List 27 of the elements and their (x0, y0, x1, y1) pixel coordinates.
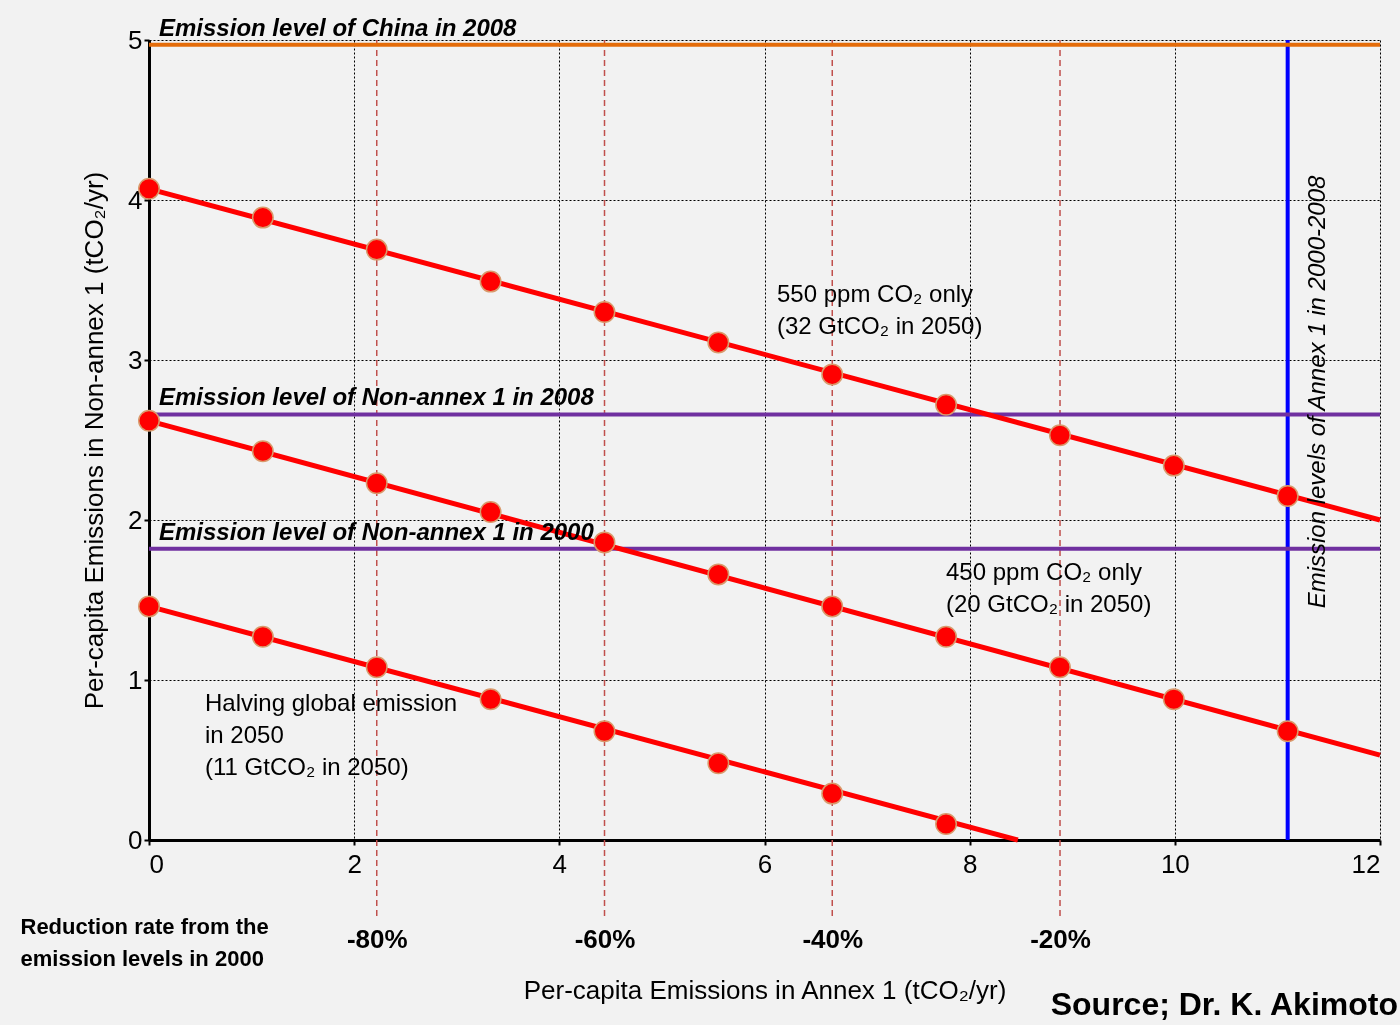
x-tick-label: 4 (552, 848, 568, 879)
x-axis-title: Per-capita Emissions in Annex 1 (tCO₂/yr) (523, 974, 1007, 1005)
ref-line-label: Emission level of China in 2008 (159, 13, 518, 41)
y-tick-label: 1 (128, 664, 143, 695)
y-axis-title: Per-capita Emissions in Non-annex 1 (tCO₂/yr) (79, 171, 110, 710)
ref-line-label: Emission level of Non-annex 1 in 2008 (159, 383, 595, 411)
x-tick-label: 6 (757, 848, 773, 879)
y-tick-label: 2 (128, 504, 143, 535)
y-tick-label: 5 (128, 24, 143, 55)
annotation: 550 ppm CO₂ only (32 GtCO₂ in 2050) (777, 280, 983, 339)
x-tick-label: 2 (347, 848, 362, 879)
x2-tick-label: -80% (346, 923, 408, 954)
x2-tick-label: -60% (574, 923, 636, 954)
y-tick-label: 4 (128, 184, 143, 215)
x2-tick-label: -20% (1030, 923, 1091, 954)
x2-axis-title: Reduction rate from the emission levels in 2000 (20, 913, 269, 971)
x-tick-label: 8 (962, 848, 978, 879)
source-note: Source; Dr. K. Akimoto (1050, 986, 1398, 1022)
ref-line-label: Emission levels of Annex 1 in 2000-2008 (1302, 175, 1330, 609)
y-tick-label: 0 (128, 824, 143, 855)
annotation: Halving global emission in 2050 (11 GtCO₂ in 2050) (205, 689, 458, 780)
x-tick-label: 10 (1160, 848, 1190, 879)
y-tick-label: 3 (128, 344, 143, 375)
x-tick-label: 0 (149, 848, 164, 879)
annotation: 450 ppm CO₂ only (20 GtCO₂ in 2050) (946, 558, 1152, 617)
x2-tick-label: -40% (802, 923, 864, 954)
x-tick-label: 12 (1351, 848, 1381, 879)
